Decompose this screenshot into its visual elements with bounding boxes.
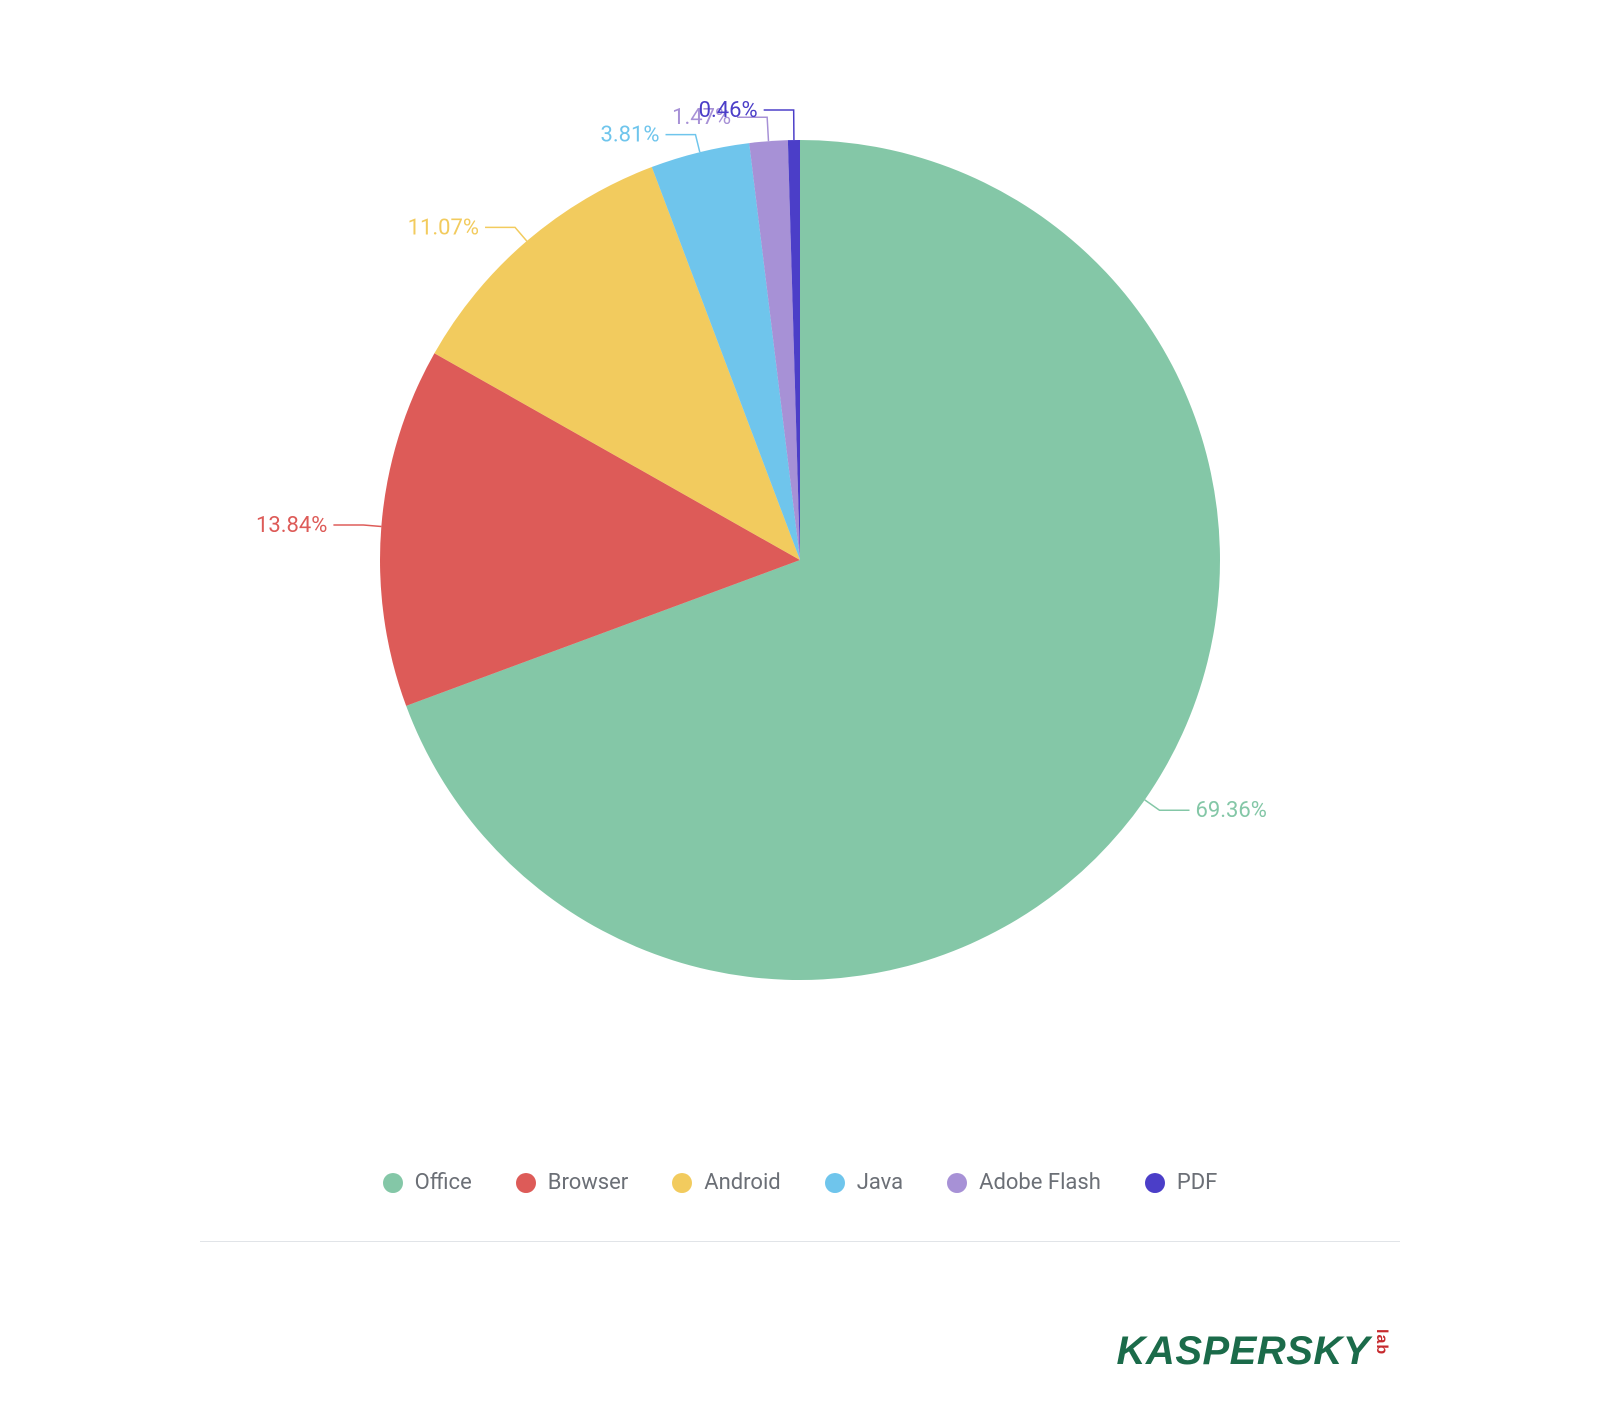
legend-dot <box>1145 1173 1165 1193</box>
legend-dot <box>383 1173 403 1193</box>
pie-chart-container: 69.36%13.84%11.07%3.81%1.47%0.46% <box>200 60 1400 1060</box>
pie-chart: 69.36%13.84%11.07%3.81%1.47%0.46% <box>200 60 1400 1060</box>
slice-label: 13.84% <box>256 513 327 538</box>
slice-label: 0.46% <box>699 98 758 123</box>
legend-label: Browser <box>548 1170 629 1195</box>
legend-label: Java <box>857 1170 903 1195</box>
legend-dot <box>516 1173 536 1193</box>
leader-line <box>665 135 699 152</box>
leader-line <box>333 525 381 526</box>
legend-dot <box>672 1173 692 1193</box>
legend-item-java: Java <box>825 1170 903 1195</box>
legend-dot <box>947 1173 967 1193</box>
legend-label: Adobe Flash <box>979 1170 1101 1195</box>
slice-label: 69.36% <box>1196 798 1267 823</box>
legend-item-adobe-flash: Adobe Flash <box>947 1170 1101 1195</box>
brand-logo: KASPERSKYlab <box>1117 1329 1390 1374</box>
legend-dot <box>825 1173 845 1193</box>
legend-label: Office <box>415 1170 472 1195</box>
slice-label: 3.81% <box>600 123 659 148</box>
slice-label: 11.07% <box>408 215 479 240</box>
chart-legend: Office Browser Android Java Adobe Flash PDF <box>0 1170 1600 1199</box>
legend-item-office: Office <box>383 1170 472 1195</box>
brand-suffix: lab <box>1372 1329 1390 1355</box>
legend-item-android: Android <box>672 1170 780 1195</box>
legend-label: PDF <box>1177 1170 1217 1195</box>
legend-item-browser: Browser <box>516 1170 629 1195</box>
leader-line <box>485 227 527 241</box>
footer-divider <box>200 1241 1400 1242</box>
brand-name: KASPERSKY <box>1117 1329 1370 1373</box>
leader-line <box>1145 800 1190 810</box>
legend-label: Android <box>704 1170 780 1195</box>
legend-item-pdf: PDF <box>1145 1170 1217 1195</box>
